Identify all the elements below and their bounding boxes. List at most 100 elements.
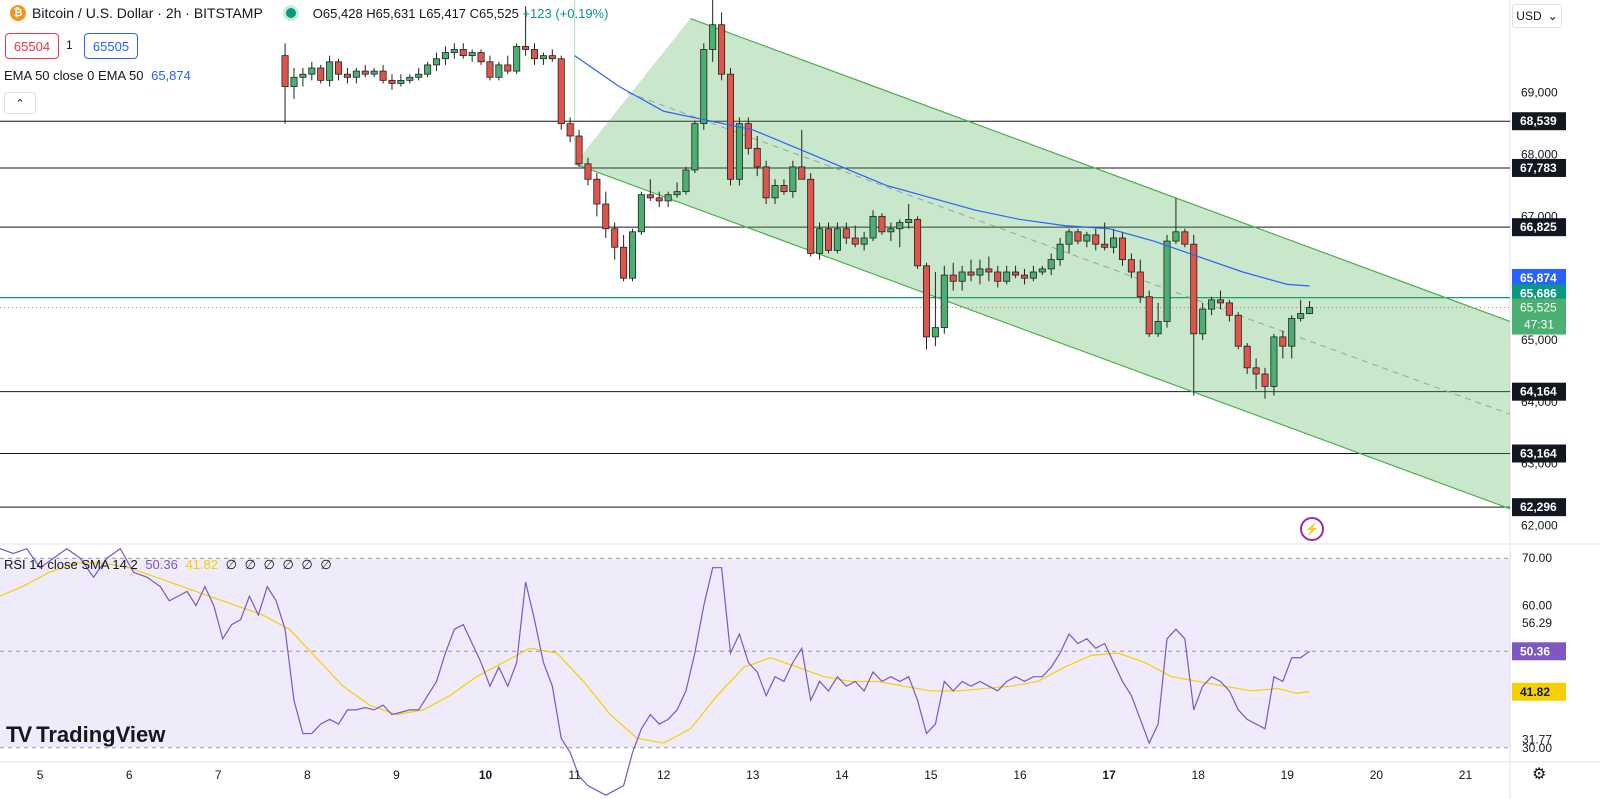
candle-27: [522, 6, 530, 56]
time-tick-label: 9: [393, 768, 400, 782]
candle-body: [931, 327, 939, 338]
sell-button[interactable]: 65504: [5, 33, 59, 59]
candle-41: [646, 179, 654, 201]
rsi-band: [0, 558, 1510, 748]
candle-96: [1136, 259, 1144, 303]
candle-44: [673, 182, 681, 198]
currency-selector[interactable]: USD ⌄: [1512, 4, 1562, 28]
candle-body: [922, 265, 931, 338]
candle-body: [718, 24, 726, 75]
candle-78: [976, 259, 984, 285]
candle-body: [1056, 243, 1064, 261]
candle-body: [1127, 259, 1135, 273]
candle-0: [281, 43, 289, 124]
candle-body: [842, 228, 850, 239]
candle-body: [940, 274, 948, 329]
candle-body: [539, 55, 547, 60]
candle-body: [1074, 231, 1082, 242]
candle-body: [1163, 240, 1171, 322]
candle-14: [406, 74, 414, 84]
candle-body: [1288, 317, 1296, 347]
candle-32: [566, 117, 574, 143]
level-badge-4: 63,164: [1512, 444, 1566, 463]
candle-body: [1208, 299, 1216, 310]
ema-legend[interactable]: EMA 50 close 0 EMA 50 65,874: [4, 68, 191, 83]
symbol-title[interactable]: Bitcoin / U.S. Dollar · 2h · BITSTAMP: [32, 5, 263, 21]
candle-69: [896, 219, 904, 248]
candle-body: [833, 228, 841, 251]
axes-layer: 62,00063,00064,00065,00067,00068,00069,0…: [37, 86, 1566, 782]
candle-body: [1270, 336, 1278, 387]
candle-88: [1065, 228, 1073, 254]
candle-87: [1056, 238, 1064, 266]
settings-gear-icon[interactable]: ⚙: [1532, 766, 1547, 783]
candle-body: [584, 163, 592, 180]
level-badge-3: 64,164: [1512, 382, 1566, 401]
ema-legend-value: 65,874: [151, 68, 191, 83]
candle-22: [477, 49, 485, 65]
candle-8: [352, 68, 360, 84]
candle-84: [1029, 265, 1037, 282]
channel-layer: [574, 0, 1511, 510]
candle-body: [1261, 373, 1269, 387]
candle-105: [1216, 290, 1224, 310]
candle-body: [985, 268, 993, 273]
rsi-legend-label: RSI 14 close SMA 14 2: [4, 557, 138, 572]
candle-25: [504, 55, 512, 75]
candle-body: [744, 123, 752, 149]
ema-badge-bg: [1512, 268, 1566, 287]
candle-106: [1225, 299, 1233, 322]
candle-body: [317, 67, 325, 81]
candle-body: [1225, 302, 1233, 316]
candle-body: [495, 64, 503, 78]
candle-102: [1190, 234, 1198, 396]
level-badge-2: 66,825: [1512, 218, 1566, 237]
candle-body: [602, 203, 610, 230]
candle-18: [441, 46, 449, 65]
candle-103: [1199, 302, 1207, 340]
candle-83: [1020, 268, 1029, 285]
candle-73: [931, 272, 939, 347]
candle-110: [1261, 367, 1269, 399]
ohlc-values: O65,428 H65,631 L65,417 C65,525: [312, 5, 519, 21]
candle-body: [1065, 231, 1073, 245]
rsi-legend[interactable]: RSI 14 close SMA 14 2 50.36 41.82 ∅ ∅ ∅ …: [4, 557, 334, 573]
candle-89: [1074, 228, 1082, 245]
candle-28: [530, 43, 539, 65]
collapse-legend-button[interactable]: ⌃: [4, 92, 36, 114]
currency-label: USD: [1516, 9, 1542, 23]
candle-body: [1172, 231, 1180, 242]
candle-34: [584, 157, 592, 186]
candle-76: [958, 265, 966, 291]
market-status-dot[interactable]: [282, 5, 299, 21]
candle-body: [415, 73, 423, 78]
candle-body: [771, 185, 779, 199]
candle-body: [700, 49, 708, 125]
candle-body: [780, 185, 788, 193]
candle-body: [281, 55, 289, 87]
candle-body: [1145, 296, 1153, 335]
candle-body: [370, 70, 378, 75]
candle-5: [326, 55, 334, 87]
chevron-down-icon: ⌄: [1547, 9, 1558, 23]
candle-body: [637, 194, 645, 233]
candle-body: [1110, 237, 1118, 248]
tradingview-logo[interactable]: TV TradingView: [6, 722, 165, 748]
candle-64: [851, 225, 859, 248]
candle-body: [1118, 237, 1126, 261]
price-tick-label: 65,000: [1521, 333, 1558, 347]
candle-body: [566, 123, 574, 137]
candle-body: [682, 169, 690, 193]
candle-65: [860, 231, 868, 251]
candle-36: [602, 191, 610, 238]
candle-body: [379, 70, 387, 81]
price-tick-label: 68,000: [1521, 148, 1558, 162]
candle-body: [1199, 308, 1207, 335]
candle-7: [343, 68, 351, 84]
candle-body: [1252, 367, 1260, 375]
bolt-icon[interactable]: ⚡: [1300, 517, 1324, 541]
buy-button[interactable]: 65505: [84, 33, 138, 59]
candle-77: [967, 259, 975, 282]
candle-body: [611, 228, 619, 248]
